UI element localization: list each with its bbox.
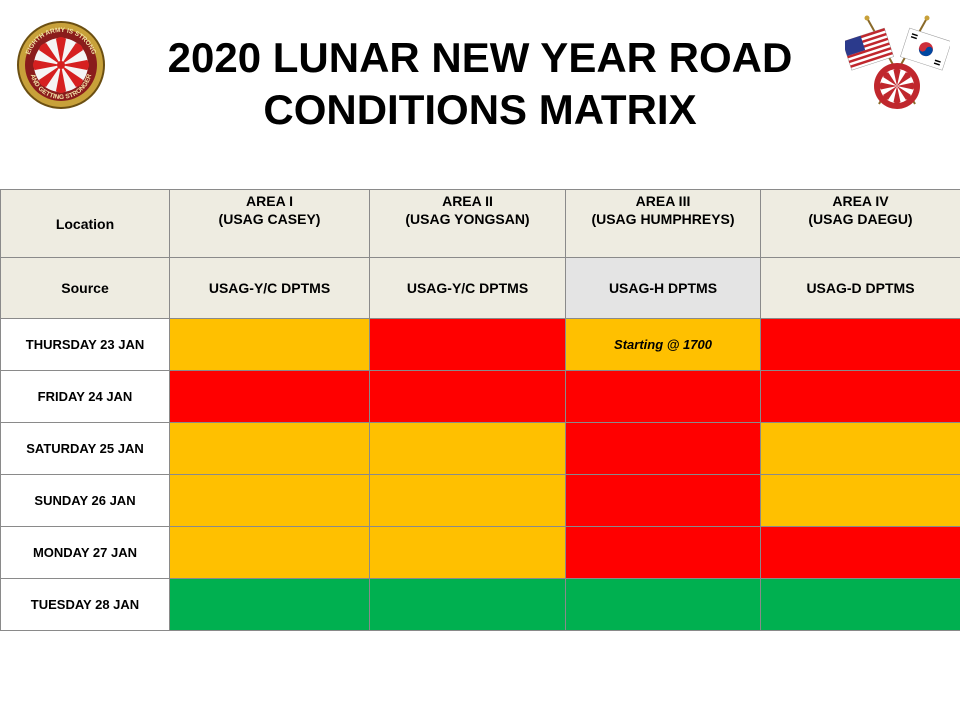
area-header-1: AREA I (USAG CASEY) (169, 189, 370, 258)
status-cell (369, 578, 566, 631)
day-label: SUNDAY 26 JAN (0, 474, 170, 527)
day-row: MONDAY 27 JAN (0, 526, 960, 579)
status-cell (760, 318, 960, 371)
header-row: Location AREA I (USAG CASEY) AREA II (US… (0, 189, 960, 258)
status-cell (169, 474, 370, 527)
day-label: MONDAY 27 JAN (0, 526, 170, 579)
area-header-3: AREA III (USAG HUMPHREYS) (565, 189, 761, 258)
status-cell (760, 422, 960, 475)
status-cell (169, 578, 370, 631)
status-cell (169, 422, 370, 475)
day-label: TUESDAY 28 JAN (0, 578, 170, 631)
status-cell (565, 526, 761, 579)
status-cell (169, 370, 370, 423)
eighth-army-insignia-icon: EIGHTH ARMY IS STRONG AND GETTING STRONG… (17, 21, 105, 109)
day-row: TUESDAY 28 JAN (0, 578, 960, 631)
area-garrison: (USAG HUMPHREYS) (591, 211, 735, 227)
source-cell: USAG-H DPTMS (565, 257, 761, 319)
day-row: FRIDAY 24 JAN (0, 370, 960, 423)
source-cell: USAG-Y/C DPTMS (369, 257, 566, 319)
status-cell (565, 474, 761, 527)
status-cell (565, 422, 761, 475)
location-header: Location (0, 189, 170, 258)
title-line-2: CONDITIONS MATRIX (263, 86, 697, 133)
area-name: AREA I (246, 193, 293, 209)
source-cell: USAG-Y/C DPTMS (169, 257, 370, 319)
day-label: SATURDAY 25 JAN (0, 422, 170, 475)
status-cell (760, 526, 960, 579)
source-header: Source (0, 257, 170, 319)
page-title: 2020 LUNAR NEW YEAR ROAD CONDITIONS MATR… (110, 32, 850, 136)
area-name: AREA IV (832, 193, 889, 209)
day-label: FRIDAY 24 JAN (0, 370, 170, 423)
status-cell (760, 474, 960, 527)
status-cell (565, 370, 761, 423)
status-cell (169, 526, 370, 579)
area-name: AREA II (442, 193, 493, 209)
road-conditions-table: Location AREA I (USAG CASEY) AREA II (US… (0, 189, 960, 631)
area-header-2: AREA II (USAG YONGSAN) (369, 189, 566, 258)
status-cell (169, 318, 370, 371)
source-cell: USAG-D DPTMS (760, 257, 960, 319)
day-row: SATURDAY 25 JAN (0, 422, 960, 475)
crossed-flags-icon (845, 15, 950, 109)
status-cell (760, 370, 960, 423)
status-cell (369, 474, 566, 527)
area-name: AREA III (635, 193, 691, 209)
status-cell (369, 422, 566, 475)
status-cell (369, 318, 566, 371)
status-cell (760, 578, 960, 631)
area-header-4: AREA IV (USAG DAEGU) (760, 189, 960, 258)
area-garrison: (USAG CASEY) (218, 211, 321, 227)
status-cell (369, 526, 566, 579)
day-row: SUNDAY 26 JAN (0, 474, 960, 527)
area-garrison: (USAG YONGSAN) (405, 211, 530, 227)
source-row: Source USAG-Y/C DPTMS USAG-Y/C DPTMS USA… (0, 257, 960, 319)
status-cell: Starting @ 1700 (565, 318, 761, 371)
status-cell (565, 578, 761, 631)
status-cell (369, 370, 566, 423)
day-row: THURSDAY 23 JAN Starting @ 1700 (0, 318, 960, 371)
area-garrison: (USAG DAEGU) (808, 211, 913, 227)
title-line-1: 2020 LUNAR NEW YEAR ROAD (167, 34, 793, 81)
day-label: THURSDAY 23 JAN (0, 318, 170, 371)
